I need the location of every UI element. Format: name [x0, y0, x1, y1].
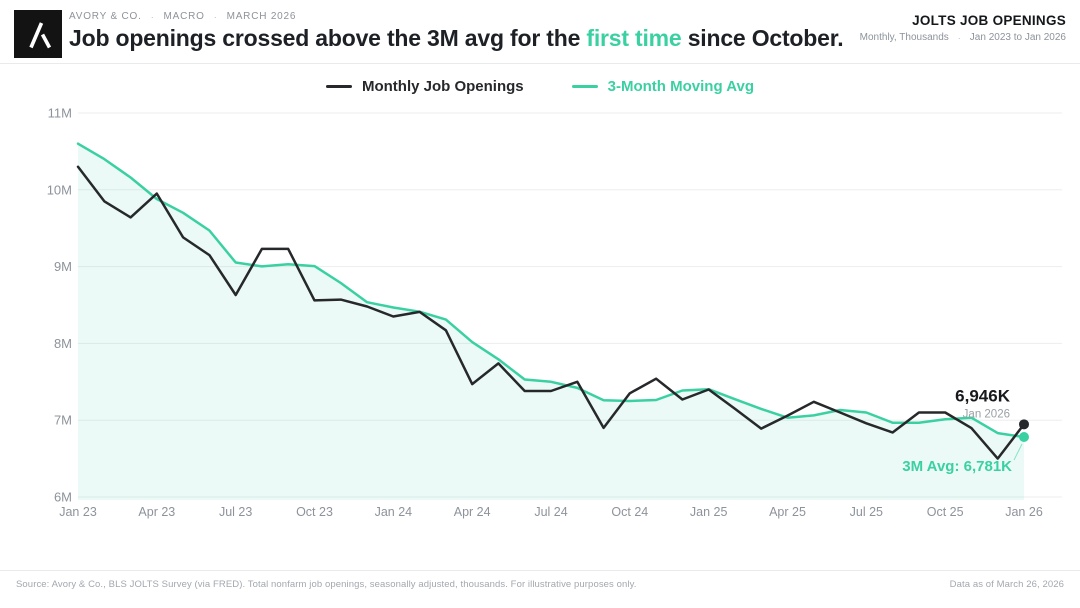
separator-dot: · — [957, 32, 961, 43]
x-axis-label: Jul 25 — [850, 505, 883, 519]
x-axis-label: Jan 25 — [690, 505, 728, 519]
data-as-of: Data as of March 26, 2026 — [949, 579, 1064, 590]
x-axis-label: Apr 25 — [769, 505, 806, 519]
last-value-label: 6,946K — [955, 386, 1011, 405]
y-axis-label: 10M — [47, 182, 72, 197]
avg-value-label: 3M Avg: 6,781K — [902, 458, 1012, 475]
report-eyebrow: AVORY & CO. · MACRO · MARCH 2026 — [69, 11, 843, 22]
title-highlight: first time — [586, 25, 682, 51]
y-axis-label: 6M — [54, 490, 72, 505]
title-text: since October. — [681, 25, 844, 51]
header-text-block: AVORY & CO. · MACRO · MARCH 2026 Job ope… — [69, 10, 844, 51]
report-header: AVORY & CO. · MACRO · MARCH 2026 Job ope… — [14, 10, 1066, 60]
avory-logo-icon — [29, 22, 52, 49]
y-axis-label: 9M — [54, 259, 72, 274]
avg-area-fill — [78, 143, 1024, 500]
x-axis-label: Oct 23 — [296, 505, 333, 519]
x-axis-label: Oct 24 — [611, 505, 648, 519]
page-title: Job openings crossed above the 3M avg fo… — [69, 25, 844, 51]
avg-label-connector — [1013, 443, 1023, 461]
header-divider — [0, 63, 1080, 64]
report-kicker-sub: Monthly, Thousands · Jan 2023 to Jan 202… — [860, 32, 1066, 43]
legend-swatch-monthly — [325, 85, 352, 88]
x-axis-label: Jan 24 — [375, 505, 413, 519]
legend-label-avg: 3-Month Moving Avg — [607, 78, 755, 95]
separator-dot: · — [150, 11, 155, 22]
x-axis-label: Jul 24 — [534, 505, 567, 519]
y-axis-label: 8M — [54, 336, 72, 351]
report-units: Monthly, Thousands — [859, 32, 949, 43]
report-footer: Source: Avory & Co., BLS JOLTS Survey (v… — [0, 570, 1080, 608]
x-axis-label: Apr 23 — [138, 505, 175, 519]
report-kicker: JOLTS JOB OPENINGS — [912, 13, 1066, 28]
report-date: MARCH 2026 — [226, 11, 297, 22]
brand-name: AVORY & CO. — [69, 11, 142, 22]
section-label: MACRO — [163, 11, 205, 22]
avg-line — [76, 142, 1026, 439]
x-axis-label: Jul 23 — [219, 505, 252, 519]
last-date-label: Jan 2026 — [963, 408, 1010, 420]
x-axis-label: Oct 25 — [927, 505, 964, 519]
title-text: Job openings crossed above the 3M avg fo… — [69, 25, 587, 51]
separator-dot: · — [213, 11, 218, 22]
x-axis-label: Jan 26 — [1005, 505, 1043, 519]
legend-label-monthly: Monthly Job Openings — [361, 78, 524, 95]
monthly-end-dot — [1019, 419, 1029, 430]
x-axis-label: Jan 23 — [59, 505, 97, 519]
legend-swatch-avg — [571, 85, 598, 88]
legend-item-avg: 3-Month Moving Avg — [571, 78, 755, 95]
x-axis-label: Apr 24 — [454, 505, 491, 519]
header-right-block: JOLTS JOB OPENINGS Monthly, Thousands · … — [860, 10, 1066, 43]
monthly-line — [76, 165, 1026, 460]
y-axis-label: 11M — [48, 106, 72, 121]
avory-logo — [14, 10, 62, 58]
report-range: Jan 2023 to Jan 2026 — [969, 32, 1066, 43]
avg-end-dot — [1019, 432, 1029, 443]
chart-legend: Monthly Job Openings 3-Month Moving Avg — [0, 78, 1080, 95]
legend-item-monthly: Monthly Job Openings — [325, 78, 524, 95]
y-axis-label: 7M — [54, 413, 72, 428]
source-note: Source: Avory & Co., BLS JOLTS Survey (v… — [16, 579, 637, 590]
